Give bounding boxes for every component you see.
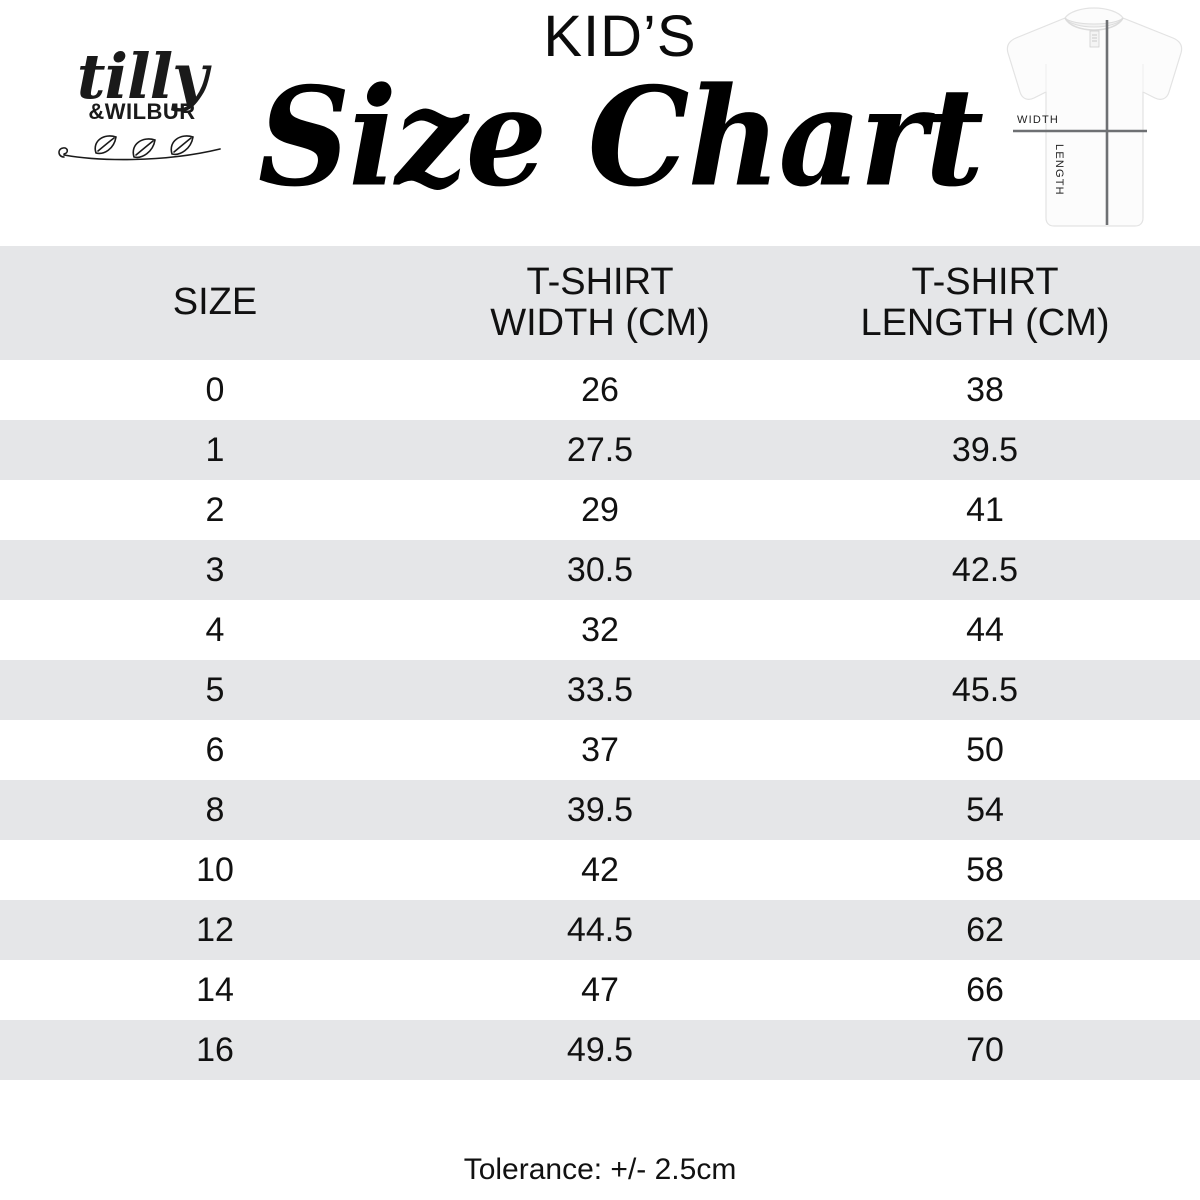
cell-length: 39.5 bbox=[951, 430, 1019, 469]
table-row: 5 33.5 45.5 bbox=[0, 660, 1200, 720]
cell-length: 58 bbox=[966, 850, 1004, 889]
cell-size: 14 bbox=[196, 970, 234, 1009]
cell-length: 66 bbox=[966, 970, 1004, 1009]
brand-script-name: tilly bbox=[76, 40, 208, 113]
tshirt-measurement-diagram: WIDTH LENGTH bbox=[997, 4, 1192, 236]
cell-size: 5 bbox=[205, 670, 225, 709]
column-header-length: T-SHIRT LENGTH (CM) bbox=[860, 260, 1110, 344]
cell-size: 12 bbox=[196, 910, 234, 949]
cell-size: 16 bbox=[196, 1030, 234, 1069]
cell-length: 42.5 bbox=[951, 550, 1019, 589]
cell-width: 26 bbox=[581, 370, 619, 409]
brand-sub-name: &WILBUR bbox=[88, 99, 196, 125]
title-block: KID’S Size Chart bbox=[250, 0, 990, 240]
cell-width: 42 bbox=[581, 850, 619, 889]
table-header-row: SIZE T-SHIRT WIDTH (CM) T-SHIRT LENGTH (… bbox=[0, 246, 1200, 360]
page-header: tilly &WILBUR KID’S Size Chart bbox=[0, 0, 1200, 246]
cell-width: 30.5 bbox=[566, 550, 634, 589]
cell-width: 33.5 bbox=[566, 670, 634, 709]
tshirt-length-label: LENGTH bbox=[1053, 144, 1065, 196]
tshirt-icon bbox=[1006, 7, 1183, 227]
table-footer: Tolerance: +/- 2.5cm bbox=[0, 1140, 1200, 1200]
tolerance-note: Tolerance: +/- 2.5cm bbox=[463, 1153, 737, 1186]
table-row: 2 29 41 bbox=[0, 480, 1200, 540]
table-row: 6 37 50 bbox=[0, 720, 1200, 780]
cell-size: 10 bbox=[196, 850, 234, 889]
tshirt-width-label: WIDTH bbox=[1017, 114, 1060, 126]
cell-length: 62 bbox=[966, 910, 1004, 949]
cell-length: 45.5 bbox=[951, 670, 1019, 709]
column-header-width: T-SHIRT WIDTH (CM) bbox=[490, 260, 710, 344]
table-row: 8 39.5 54 bbox=[0, 780, 1200, 840]
cell-size: 6 bbox=[205, 730, 225, 769]
cell-length: 50 bbox=[966, 730, 1004, 769]
cell-width: 27.5 bbox=[566, 430, 634, 469]
cell-length: 70 bbox=[966, 1030, 1004, 1069]
size-table: SIZE T-SHIRT WIDTH (CM) T-SHIRT LENGTH (… bbox=[0, 246, 1200, 1080]
cell-width: 32 bbox=[581, 610, 619, 649]
cell-length: 54 bbox=[966, 790, 1004, 829]
table-row: 10 42 58 bbox=[0, 840, 1200, 900]
cell-length: 38 bbox=[966, 370, 1004, 409]
table-body: 0 26 38 1 27.5 39.5 2 29 41 3 30.5 42.5 4 32 44 5 33.5 45… bbox=[0, 360, 1200, 1080]
cell-width: 39.5 bbox=[566, 790, 634, 829]
table-row: 3 30.5 42.5 bbox=[0, 540, 1200, 600]
column-header-size: SIZE bbox=[172, 281, 258, 324]
cell-width: 37 bbox=[581, 730, 619, 769]
table-row: 12 44.5 62 bbox=[0, 900, 1200, 960]
leaf-branch-icon bbox=[58, 135, 221, 161]
cell-size: 2 bbox=[205, 490, 225, 529]
cell-length: 41 bbox=[966, 490, 1004, 529]
table-row: 4 32 44 bbox=[0, 600, 1200, 660]
cell-size: 0 bbox=[205, 370, 225, 409]
cell-width: 47 bbox=[581, 970, 619, 1009]
cell-width: 49.5 bbox=[566, 1030, 634, 1069]
cell-width: 29 bbox=[581, 490, 619, 529]
cell-size: 8 bbox=[205, 790, 225, 829]
cell-width: 44.5 bbox=[566, 910, 634, 949]
cell-size: 3 bbox=[205, 550, 225, 589]
page-eyebrow: KID’S bbox=[543, 4, 697, 69]
page-title: Size Chart bbox=[257, 58, 984, 218]
cell-length: 44 bbox=[966, 610, 1004, 649]
cell-size: 4 bbox=[205, 610, 225, 649]
table-row: 1 27.5 39.5 bbox=[0, 420, 1200, 480]
table-row: 14 47 66 bbox=[0, 960, 1200, 1020]
cell-size: 1 bbox=[205, 430, 225, 469]
table-row: 16 49.5 70 bbox=[0, 1020, 1200, 1080]
table-row: 0 26 38 bbox=[0, 360, 1200, 420]
brand-logo: tilly &WILBUR bbox=[52, 40, 232, 198]
